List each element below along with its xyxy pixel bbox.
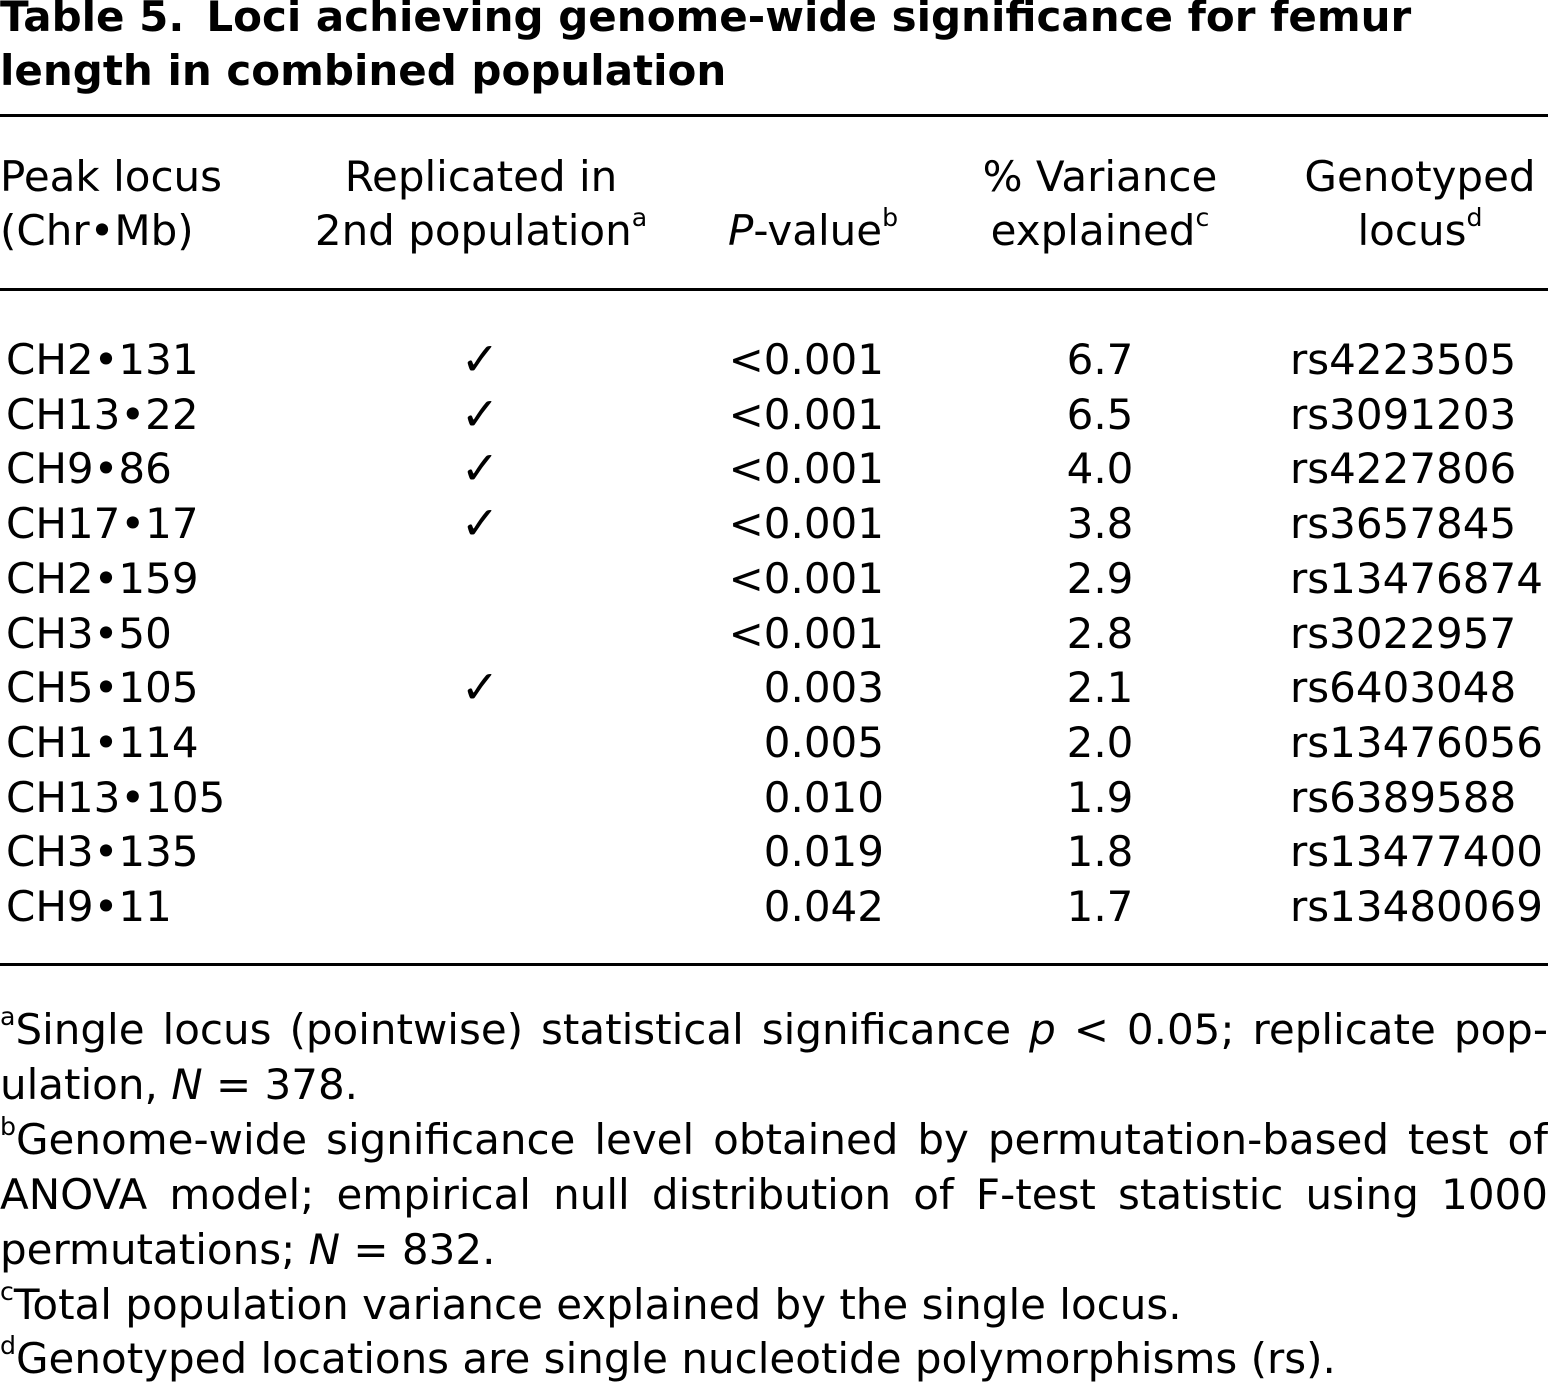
cell-peak-locus: CH13•22 <box>6 389 199 439</box>
cell-genotyped-locus: rs4227806 <box>1290 444 1517 494</box>
table-row: CH3•50 <0.001 2.8 rs3022957 <box>0 606 1548 661</box>
cell-genotyped-locus: rs13476874 <box>1290 553 1543 603</box>
table-row: CH2•159 <0.001 2.9 rs13476874 <box>0 551 1548 606</box>
cell-peak-locus: CH9•86 <box>6 444 172 494</box>
cell-genotyped-locus: rs13476056 <box>1290 717 1543 767</box>
cell-variance: 6.7 <box>1066 335 1134 384</box>
cell-pvalue: <0.001 <box>728 499 884 549</box>
table-row: CH3•135 0.019 1.8 rs13477400 <box>0 824 1548 879</box>
cell-variance: 2.0 <box>1066 717 1134 767</box>
cell-genotyped-locus: rs6389588 <box>1290 772 1517 822</box>
cell-variance: 3.8 <box>1066 499 1134 549</box>
footnote-a: aSingle locus (pointwise) statistical si… <box>0 1002 1548 1109</box>
cell-variance: 2.9 <box>1066 553 1134 603</box>
table-row: CH17•17 ✓ <0.001 3.8 rs3657845 <box>0 496 1548 551</box>
cell-genotyped-locus: rs3091203 <box>1290 389 1517 439</box>
cell-peak-locus: CH3•50 <box>6 608 172 658</box>
table-row: CH5•105 ✓ 0.003 2.1 rs6403048 <box>0 660 1548 715</box>
cell-pvalue: <0.001 <box>728 335 884 384</box>
cell-peak-locus: CH17•17 <box>6 499 199 549</box>
cell-pvalue: <0.001 <box>728 444 884 494</box>
cell-genotyped-locus: rs6403048 <box>1290 663 1517 713</box>
table-row: CH13•22 ✓ <0.001 6.5 rs3091203 <box>0 387 1548 442</box>
cell-peak-locus: CH1•114 <box>6 717 199 767</box>
header-variance: % Variance explainedc <box>982 152 1218 255</box>
cell-genotyped-locus: rs4223505 <box>1290 335 1517 384</box>
cell-pvalue: 0.005 <box>763 717 884 767</box>
header-replicated: Replicated in 2nd populationa <box>314 152 648 255</box>
bottom-rule <box>0 963 1548 966</box>
cell-variance: 1.9 <box>1066 772 1134 822</box>
cell-genotyped-locus: rs3657845 <box>1290 499 1517 549</box>
table-row: CH1•114 0.005 2.0 rs13476056 <box>0 715 1548 770</box>
footnote-d: dGenotyped locations are single nucleoti… <box>0 1331 1336 1383</box>
footnote-c: cTotal population variance explained by … <box>0 1277 1182 1329</box>
cell-genotyped-locus: rs13480069 <box>1290 882 1543 931</box>
cell-genotyped-locus: rs3022957 <box>1290 608 1517 658</box>
table-caption: Table 5. Loci achieving genome-wide signi… <box>0 0 1548 98</box>
cell-pvalue: <0.001 <box>728 553 884 603</box>
table-label: Table 5. <box>0 0 185 41</box>
cell-peak-locus: CH3•135 <box>6 827 199 877</box>
cell-peak-locus: CH2•131 <box>6 335 199 384</box>
cell-replicated-check: ✓ <box>460 660 500 715</box>
cell-pvalue: 0.010 <box>763 772 884 822</box>
cell-replicated-check: ✓ <box>460 441 500 496</box>
cell-pvalue: 0.019 <box>763 827 884 877</box>
cell-replicated-check: ✓ <box>460 386 500 441</box>
cell-replicated-check: ✓ <box>460 332 500 386</box>
cell-genotyped-locus: rs13477400 <box>1290 827 1543 877</box>
table-row: CH9•11 0.042 1.7 rs13480069 <box>0 879 1548 934</box>
cell-variance: 2.1 <box>1066 663 1134 713</box>
header-genotyped: Genotyped locusd <box>1304 152 1536 255</box>
cell-pvalue: <0.001 <box>728 608 884 658</box>
cell-pvalue: 0.042 <box>763 882 884 931</box>
header-pvalue: P-valueb <box>728 203 899 255</box>
cell-peak-locus: CH9•11 <box>6 882 172 931</box>
top-rule <box>0 114 1548 117</box>
table-row: CH13•105 0.010 1.9 rs6389588 <box>0 770 1548 825</box>
cell-pvalue: <0.001 <box>728 389 884 439</box>
header-peak-locus: Peak locus (Chr•Mb) <box>0 152 223 255</box>
cell-peak-locus: CH2•159 <box>6 553 199 603</box>
cell-peak-locus: CH5•105 <box>6 663 199 713</box>
cell-variance: 2.8 <box>1066 608 1134 658</box>
table-row: CH9•86 ✓ <0.001 4.0 rs4227806 <box>0 441 1548 496</box>
cell-peak-locus: CH13•105 <box>6 772 226 822</box>
cell-variance: 6.5 <box>1066 389 1134 439</box>
table-title: Loci achieving genome-wide significance … <box>0 0 1412 95</box>
header-rule <box>0 288 1548 291</box>
cell-variance: 1.8 <box>1066 827 1134 877</box>
cell-pvalue: 0.003 <box>763 663 884 713</box>
cell-variance: 4.0 <box>1066 444 1134 494</box>
table-row: CH2•131 ✓ <0.001 6.7 rs4223505 <box>0 332 1548 387</box>
cell-replicated-check: ✓ <box>460 496 500 551</box>
cell-variance: 1.7 <box>1066 882 1134 931</box>
footnote-b: bGenome-wide significance level obtained… <box>0 1112 1548 1274</box>
